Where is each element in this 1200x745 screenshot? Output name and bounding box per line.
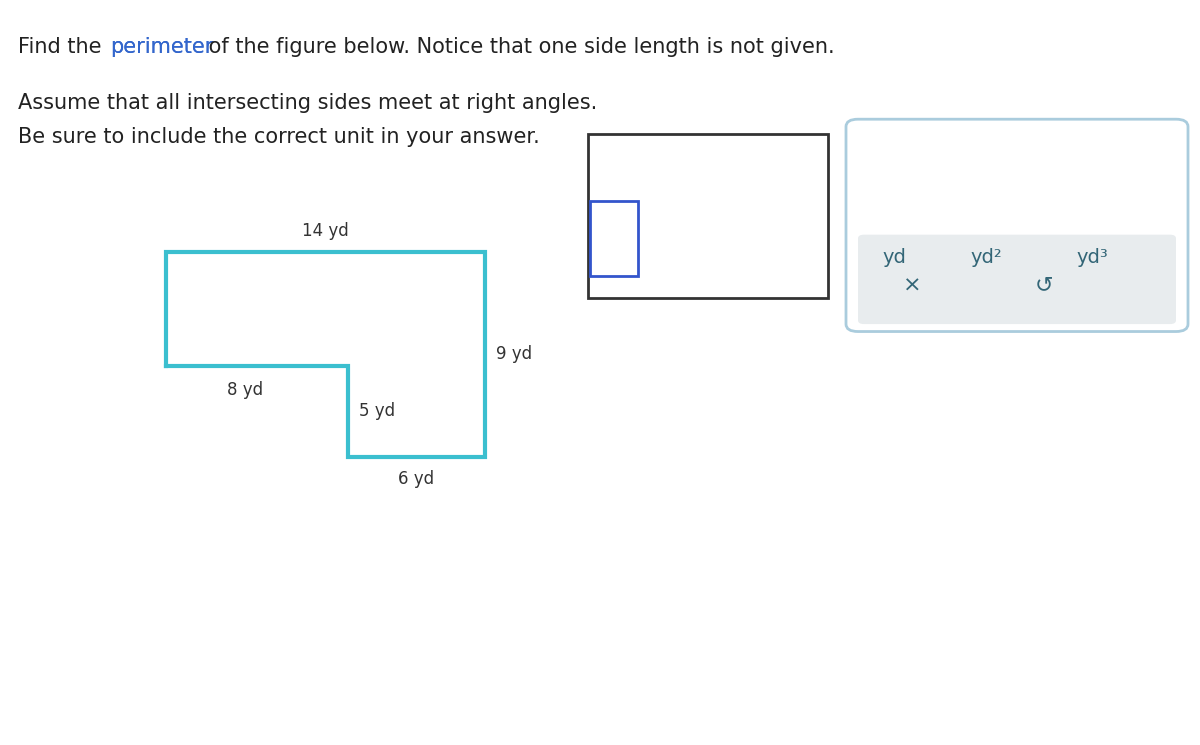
Text: yd³: yd³: [1076, 247, 1108, 267]
Text: 6 yd: 6 yd: [398, 470, 434, 489]
Text: 14 yd: 14 yd: [302, 222, 348, 240]
Text: Be sure to include the correct unit in your answer.: Be sure to include the correct unit in y…: [18, 127, 540, 147]
Text: 9 yd: 9 yd: [497, 345, 533, 363]
Text: Assume that all intersecting sides meet at right angles.: Assume that all intersecting sides meet …: [18, 93, 598, 113]
Text: yd: yd: [882, 247, 906, 267]
Text: of the figure below. Notice that one side length is not given.: of the figure below. Notice that one sid…: [202, 37, 834, 57]
Text: yd²: yd²: [971, 247, 1002, 267]
Text: 8 yd: 8 yd: [227, 381, 264, 399]
Text: ×: ×: [902, 276, 922, 295]
Text: perimeter: perimeter: [110, 37, 214, 57]
Text: ↺: ↺: [1034, 276, 1054, 295]
Text: 5 yd: 5 yd: [360, 402, 396, 420]
Text: perimeter: perimeter: [110, 37, 214, 57]
Text: Find the: Find the: [18, 37, 108, 57]
